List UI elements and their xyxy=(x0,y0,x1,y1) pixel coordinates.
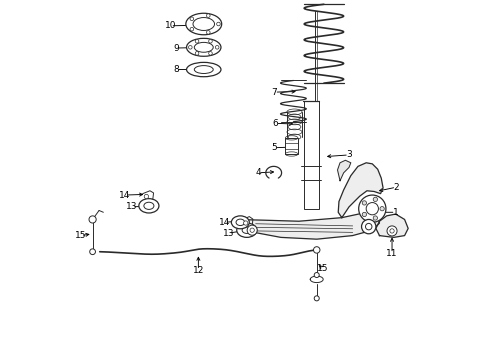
Circle shape xyxy=(373,197,377,202)
Ellipse shape xyxy=(195,66,213,73)
Ellipse shape xyxy=(195,42,213,52)
Circle shape xyxy=(216,45,219,49)
Circle shape xyxy=(314,273,319,278)
Circle shape xyxy=(247,225,257,235)
Text: 14: 14 xyxy=(119,190,130,199)
Ellipse shape xyxy=(186,13,221,35)
Circle shape xyxy=(206,31,210,34)
Circle shape xyxy=(144,194,148,199)
Circle shape xyxy=(362,201,367,205)
Text: 13: 13 xyxy=(223,229,235,238)
Circle shape xyxy=(362,212,367,217)
Text: 5: 5 xyxy=(271,143,277,152)
Circle shape xyxy=(190,27,194,31)
Circle shape xyxy=(314,296,319,301)
Circle shape xyxy=(390,229,394,233)
Bar xyxy=(285,138,298,154)
Text: 13: 13 xyxy=(126,202,138,211)
Polygon shape xyxy=(376,214,408,237)
Circle shape xyxy=(366,224,372,230)
Ellipse shape xyxy=(187,39,221,56)
Polygon shape xyxy=(234,212,379,239)
Circle shape xyxy=(90,249,96,255)
Circle shape xyxy=(217,22,221,26)
Text: 2: 2 xyxy=(393,183,399,192)
Circle shape xyxy=(359,195,386,222)
Text: 12: 12 xyxy=(193,266,204,275)
Circle shape xyxy=(209,40,212,43)
Text: 11: 11 xyxy=(386,249,398,258)
Circle shape xyxy=(387,226,397,236)
Ellipse shape xyxy=(237,223,257,237)
Polygon shape xyxy=(338,160,351,181)
Circle shape xyxy=(380,207,384,211)
Text: 14: 14 xyxy=(219,218,230,227)
Text: 6: 6 xyxy=(272,119,278,128)
Circle shape xyxy=(244,221,248,225)
Ellipse shape xyxy=(187,62,221,77)
Circle shape xyxy=(190,17,194,21)
Ellipse shape xyxy=(139,199,159,213)
Text: 3: 3 xyxy=(346,150,352,159)
Text: 15: 15 xyxy=(318,265,329,274)
Text: 4: 4 xyxy=(255,168,261,177)
Circle shape xyxy=(362,220,376,234)
Ellipse shape xyxy=(144,202,154,210)
Circle shape xyxy=(373,216,377,220)
Text: 1: 1 xyxy=(393,208,398,217)
Circle shape xyxy=(206,14,210,17)
Circle shape xyxy=(195,40,199,43)
Ellipse shape xyxy=(236,219,245,226)
Text: 7: 7 xyxy=(271,87,277,96)
Ellipse shape xyxy=(242,227,251,233)
Circle shape xyxy=(195,51,199,55)
Circle shape xyxy=(89,216,96,223)
Ellipse shape xyxy=(231,216,249,229)
Circle shape xyxy=(366,203,378,215)
Text: 10: 10 xyxy=(165,21,176,30)
Polygon shape xyxy=(338,163,383,218)
Text: 8: 8 xyxy=(173,65,179,74)
Circle shape xyxy=(209,51,212,55)
Circle shape xyxy=(189,45,192,49)
Bar xyxy=(304,101,319,209)
Text: 15: 15 xyxy=(75,231,87,240)
Circle shape xyxy=(314,247,320,253)
Ellipse shape xyxy=(193,18,215,31)
Circle shape xyxy=(250,228,254,232)
Text: 9: 9 xyxy=(173,44,179,53)
